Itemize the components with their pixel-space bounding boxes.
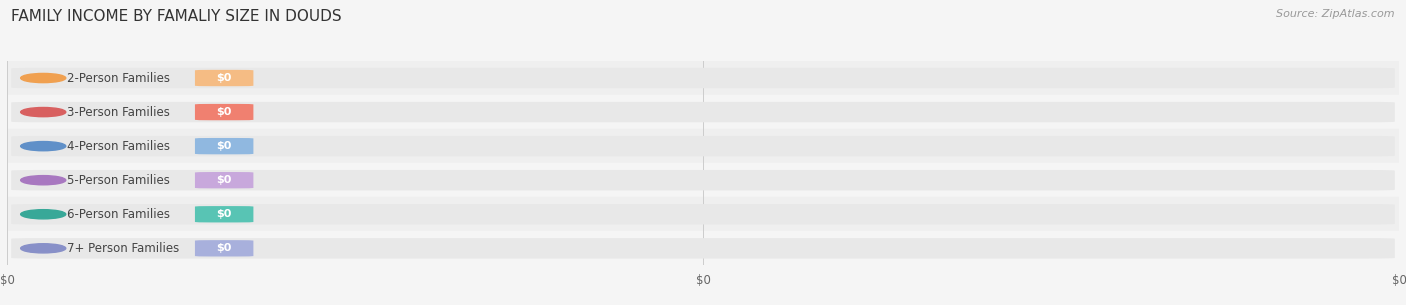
FancyBboxPatch shape [195, 240, 253, 257]
Ellipse shape [21, 210, 66, 219]
Text: $0: $0 [217, 175, 232, 185]
Text: $0: $0 [217, 209, 232, 219]
Bar [7, 95, 1399, 129]
FancyBboxPatch shape [195, 138, 253, 154]
Ellipse shape [21, 142, 66, 151]
Text: 3-Person Families: 3-Person Families [67, 106, 170, 119]
FancyBboxPatch shape [195, 70, 253, 86]
Bar [7, 231, 1399, 265]
FancyBboxPatch shape [11, 136, 1395, 156]
Bar [7, 61, 1399, 95]
Text: Source: ZipAtlas.com: Source: ZipAtlas.com [1277, 9, 1395, 19]
FancyBboxPatch shape [195, 104, 253, 120]
FancyBboxPatch shape [11, 170, 1395, 190]
FancyBboxPatch shape [11, 238, 1395, 259]
Bar [7, 197, 1399, 231]
Ellipse shape [21, 176, 66, 185]
FancyBboxPatch shape [11, 204, 1395, 224]
Text: 6-Person Families: 6-Person Families [67, 208, 170, 221]
FancyBboxPatch shape [11, 68, 1395, 88]
Text: $0: $0 [217, 243, 232, 253]
Text: 7+ Person Families: 7+ Person Families [67, 242, 179, 255]
Text: $0: $0 [217, 107, 232, 117]
Text: FAMILY INCOME BY FAMALIY SIZE IN DOUDS: FAMILY INCOME BY FAMALIY SIZE IN DOUDS [11, 9, 342, 24]
Ellipse shape [21, 74, 66, 83]
FancyBboxPatch shape [195, 172, 253, 188]
Ellipse shape [21, 107, 66, 117]
Bar [7, 129, 1399, 163]
FancyBboxPatch shape [11, 102, 1395, 122]
Text: $0: $0 [217, 73, 232, 83]
Ellipse shape [21, 244, 66, 253]
Text: 5-Person Families: 5-Person Families [67, 174, 170, 187]
FancyBboxPatch shape [195, 206, 253, 222]
Bar [7, 163, 1399, 197]
Text: 4-Person Families: 4-Person Families [67, 140, 170, 152]
Text: 2-Person Families: 2-Person Families [67, 72, 170, 84]
Text: $0: $0 [217, 141, 232, 151]
